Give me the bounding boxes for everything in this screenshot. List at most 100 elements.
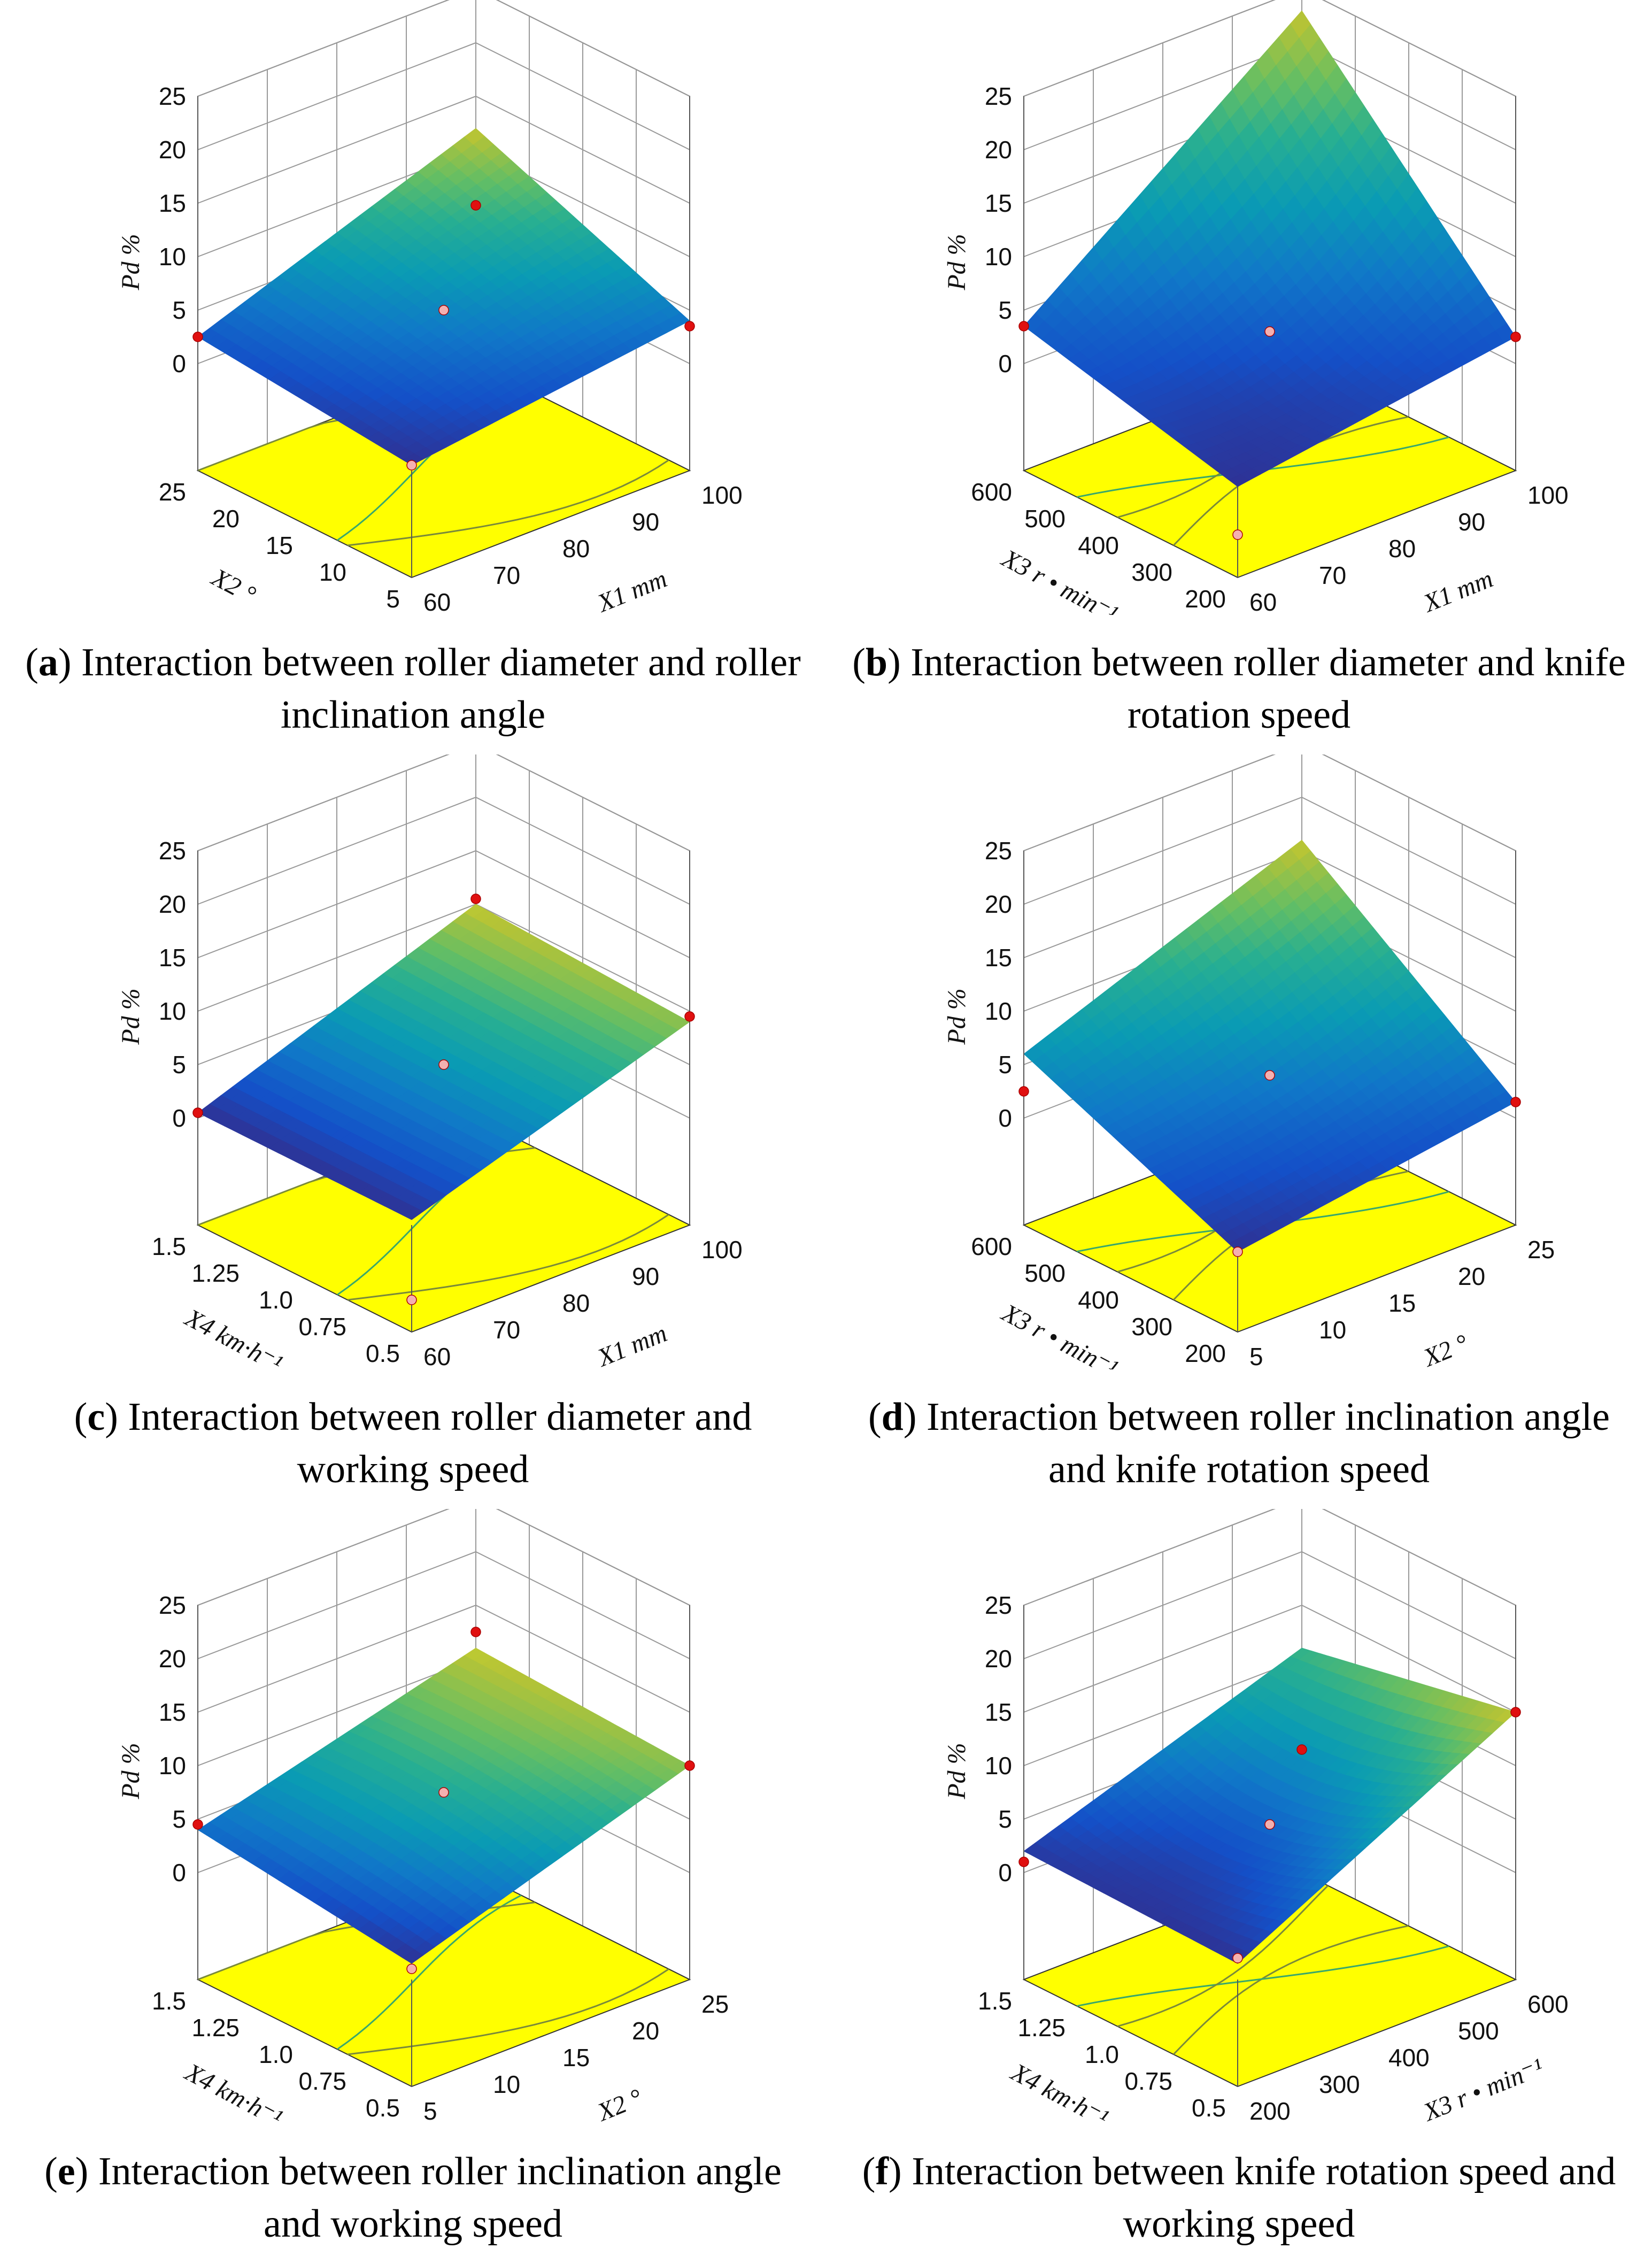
z-tick-label: 25 (985, 1591, 1012, 1619)
z-tick-label: 15 (159, 189, 186, 217)
y-tick-label: 600 (971, 1233, 1012, 1260)
x-tick-label: 600 (1527, 1990, 1569, 2018)
z-tick-label: 0 (998, 350, 1012, 378)
y-tick-label: 5 (386, 585, 400, 613)
surface-cell (1228, 474, 1250, 487)
caption-text: Interaction between roller inclination a… (926, 1395, 1610, 1491)
z-tick-label: 5 (172, 1805, 186, 1833)
panel-letter: f (875, 2150, 889, 2193)
z-tick-label: 15 (159, 1698, 186, 1726)
wall-gridline (1023, 1509, 1516, 1606)
x-axis-label: X2 ° (1418, 1329, 1472, 1369)
design-point (684, 321, 695, 332)
y-tick-label: 1.25 (1017, 2014, 1066, 2042)
y-tick-label: 0.5 (1192, 2094, 1226, 2122)
x-axis-label: X1 mm (592, 565, 671, 615)
z-tick-label: 5 (172, 1051, 186, 1079)
z-tick-label: 20 (159, 1645, 186, 1673)
z-tick-label: 25 (985, 837, 1012, 865)
surface-plot-c: 0 5 10 15 20 25 Pd % 60 70 80 90 100 X1 mm 0.5 0.751.0… (117, 754, 743, 1369)
x-tick-label: 80 (562, 1289, 590, 1317)
z-tick-label: 0 (998, 1859, 1012, 1886)
x-tick-label: 25 (701, 1990, 729, 2018)
panel-a: 0 5 10 15 20 25 Pd % 60 70 80 90 100 X1 mm 5 10 15 20 25 X… (0, 0, 826, 754)
z-tick-label: 5 (998, 1051, 1012, 1079)
y-tick-label: 200 (1185, 1339, 1226, 1367)
design-point (406, 1963, 417, 1974)
x-tick-label: 20 (1458, 1262, 1485, 1290)
y-tick-label: 0.5 (366, 1339, 400, 1367)
contour-line (347, 459, 669, 546)
design-point (1232, 1246, 1243, 1257)
panel-caption: (e) Interaction between roller inclinati… (44, 2150, 782, 2246)
z-tick-label: 0 (172, 350, 186, 378)
panel-caption: (f) Interaction between knife rotation s… (862, 2150, 1616, 2246)
z-tick-label: 15 (985, 944, 1012, 972)
z-tick-label: 20 (985, 136, 1012, 164)
design-point (438, 1059, 449, 1070)
design-point (438, 1787, 449, 1798)
contour-line (1172, 1925, 1409, 2055)
z-tick-label: 20 (159, 890, 186, 918)
y-tick-label: 300 (1131, 558, 1172, 586)
panel-letter: e (57, 2150, 75, 2193)
y-tick-label: 200 (1185, 585, 1226, 613)
response-surface (197, 128, 690, 466)
x-tick-label: 10 (493, 2070, 520, 2098)
surface-plot-d: 0 5 10 15 20 25 Pd % 5 10 15 20 25 X2 ° 200 300 400 500 6… (943, 754, 1555, 1369)
surface-plot-e: 0 5 10 15 20 25 Pd % 5 10 15 20 25 X2 ° 0.5 0.751.0 1.2… (117, 1509, 729, 2124)
caption-text: Interaction between roller diameter and … (128, 1395, 752, 1491)
x-tick-label: 100 (701, 1236, 743, 1264)
wall-gridline (197, 754, 690, 851)
z-tick-label: 10 (985, 1752, 1012, 1780)
design-point (470, 200, 481, 211)
z-axis-label: Pd % (117, 988, 145, 1045)
design-point (1264, 1070, 1275, 1081)
contour-line (347, 1214, 669, 1301)
x-tick-label: 60 (1249, 588, 1277, 615)
z-axis-label: Pd % (117, 1743, 145, 1799)
x-tick-label: 25 (1527, 1236, 1555, 1264)
x-axis-label: X2 ° (592, 2083, 646, 2124)
design-point (1232, 529, 1243, 540)
design-point (1018, 321, 1029, 332)
x-tick-label: 70 (493, 561, 520, 589)
contour-line (1117, 1885, 1329, 2028)
z-tick-label: 10 (159, 1752, 186, 1780)
panel-caption: (c) Interaction between roller diameter … (74, 1395, 752, 1491)
response-surface (1023, 1647, 1516, 1964)
y-tick-label: 500 (1024, 505, 1066, 533)
panel-letter: a (38, 641, 58, 684)
response-surface (1023, 10, 1516, 487)
z-axis-label: Pd % (117, 234, 145, 290)
x-tick-label: 60 (423, 1343, 451, 1369)
surface-cell (402, 1949, 424, 1964)
z-tick-label: 10 (159, 997, 186, 1025)
x-tick-label: 100 (1527, 481, 1569, 509)
y-tick-label: 0.75 (298, 1313, 346, 1341)
z-axis-label: Pd % (943, 234, 971, 290)
y-tick-label: 0.75 (298, 2067, 346, 2095)
z-axis-label: Pd % (943, 988, 971, 1045)
y-tick-label: 1.5 (152, 1233, 186, 1260)
z-tick-label: 5 (998, 296, 1012, 324)
y-tick-label: 10 (319, 558, 346, 586)
panel-d: 0 5 10 15 20 25 Pd % 5 10 15 20 25 X2 ° 200 300 400 500 6… (826, 754, 1652, 1509)
surface-plot-f: 0 5 10 15 20 25 Pd % 200 300 400 500 600 X3 r • min⁻… (943, 1509, 1569, 2124)
design-point (1510, 1707, 1521, 1718)
x-tick-label: 15 (562, 2044, 590, 2072)
y-tick-label: 500 (1024, 1259, 1066, 1287)
panel-letter: c (87, 1395, 105, 1439)
z-tick-label: 10 (985, 997, 1012, 1025)
response-surface (197, 904, 690, 1220)
panel-letter: d (881, 1395, 904, 1439)
z-tick-label: 10 (985, 243, 1012, 271)
surface-plot-b: 0 5 10 15 20 25 Pd % 60 70 80 90 100 X1 mm 200 300 400 5… (943, 0, 1569, 615)
z-tick-label: 15 (985, 1698, 1012, 1726)
x-tick-label: 90 (632, 508, 659, 536)
wall-gridline (197, 0, 690, 97)
panel-letter: b (865, 641, 888, 684)
z-tick-label: 5 (172, 296, 186, 324)
y-tick-label: 1.0 (1085, 2040, 1119, 2068)
x-tick-label: 300 (1319, 2070, 1360, 2098)
